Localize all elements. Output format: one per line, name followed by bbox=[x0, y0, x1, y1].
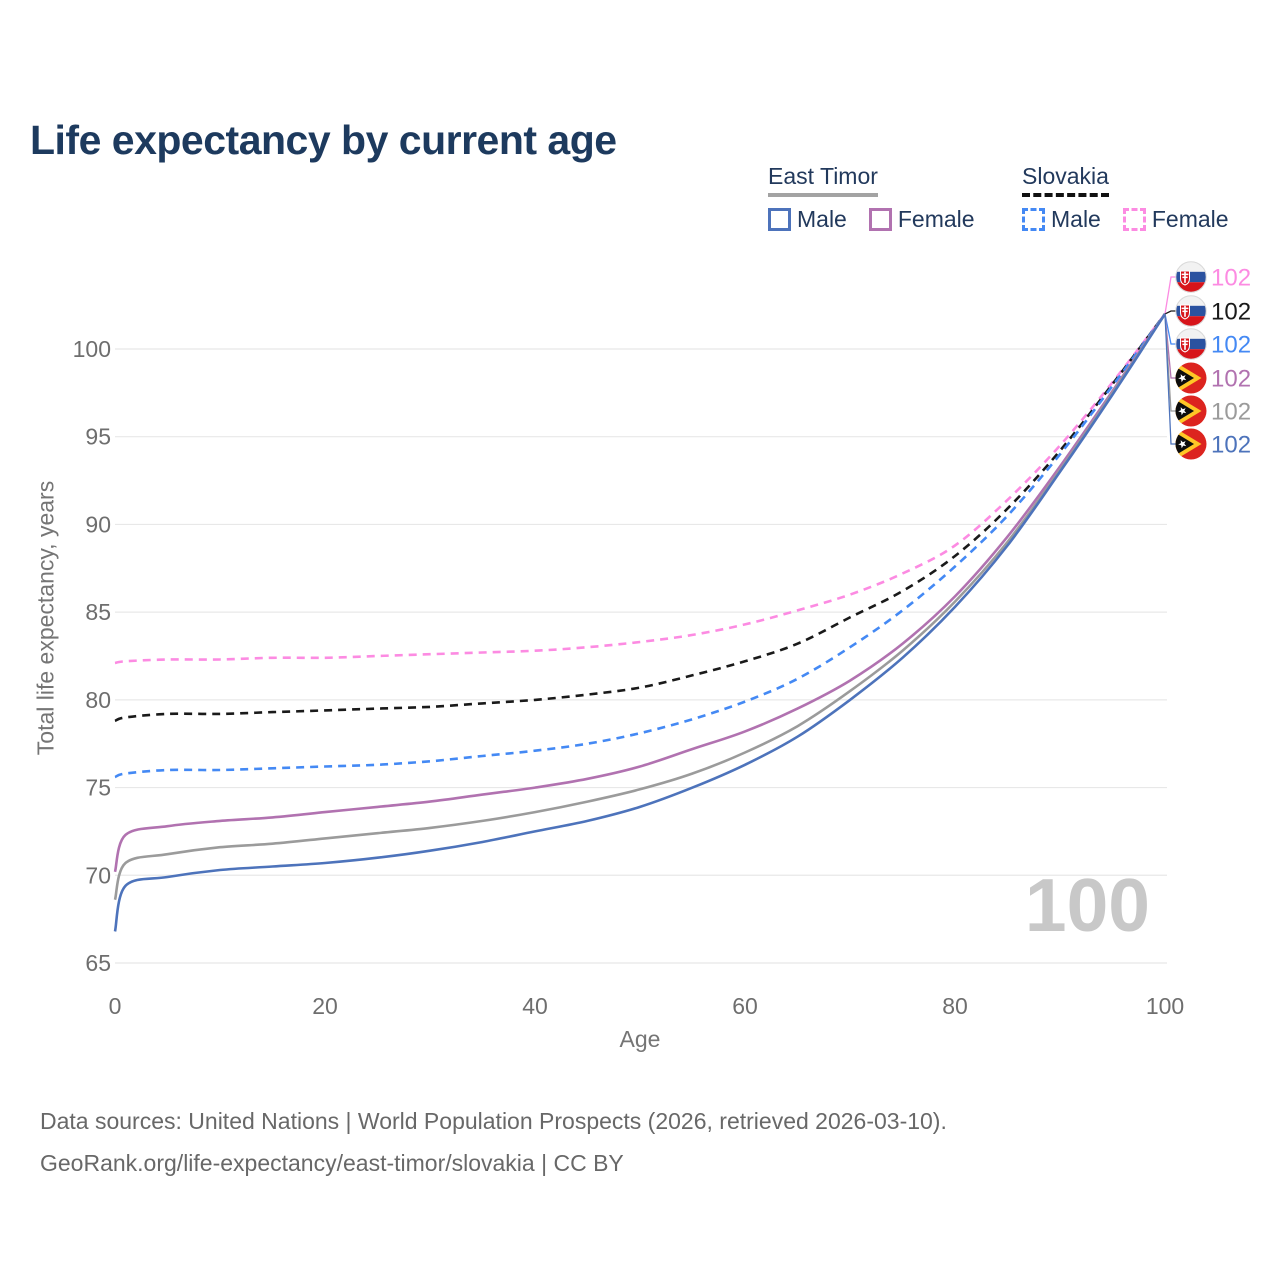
legend-swatch-east-timor-female[interactable] bbox=[868, 208, 892, 231]
series-line-east-timor-both-sexes[interactable] bbox=[113, 313, 1167, 901]
flag-icon-slovakia bbox=[1175, 261, 1207, 293]
attribution-link-text[interactable]: GeoRank.org/life-expectancy/east-timor/s… bbox=[40, 1150, 624, 1176]
series-line-slovakia-both-sexes[interactable] bbox=[114, 313, 1167, 723]
legend-swatch-slovakia-male[interactable] bbox=[1022, 208, 1045, 231]
y-tick-label: 80 bbox=[85, 687, 111, 713]
y-tick-label: 100 bbox=[73, 336, 111, 362]
legend-label-slovakia-male[interactable]: Male bbox=[1051, 206, 1101, 232]
legend-label-slovakia-female[interactable]: Female bbox=[1151, 206, 1229, 232]
x-tick-label: 60 bbox=[732, 993, 758, 1019]
end-label-east-timor-female: 102 bbox=[1211, 366, 1251, 393]
y-tick-label: 85 bbox=[85, 599, 111, 625]
data-sources-text: Data sources: United Nations | World Pop… bbox=[40, 1108, 947, 1134]
series-line-slovakia-female[interactable] bbox=[114, 313, 1167, 665]
legend-label-east-timor-male[interactable]: Male bbox=[797, 206, 847, 232]
x-tick-label: 100 bbox=[1146, 993, 1184, 1019]
y-tick-label: 95 bbox=[85, 424, 111, 450]
legend-swatch-slovakia-female[interactable] bbox=[1122, 208, 1146, 231]
legend-group-east-timor: East Timor Male Female bbox=[768, 163, 997, 233]
y-tick-label: 90 bbox=[85, 511, 111, 537]
series-line-slovakia-male[interactable] bbox=[114, 313, 1167, 779]
flag-icon-east-timor bbox=[1175, 395, 1207, 427]
legend-swatch-east-timor-male[interactable] bbox=[768, 208, 791, 231]
end-label-east-timor-male: 102 bbox=[1211, 432, 1251, 459]
flag-icon-east-timor bbox=[1175, 362, 1207, 394]
y-tick-label: 65 bbox=[85, 950, 111, 976]
flag-icon-slovakia bbox=[1175, 295, 1207, 327]
x-axis-title: Age bbox=[619, 1026, 661, 1052]
series-line-east-timor-female[interactable] bbox=[113, 313, 1167, 873]
series-line-east-timor-male[interactable] bbox=[113, 313, 1167, 932]
y-tick-label: 75 bbox=[85, 775, 111, 801]
legend-country-slovakia: Slovakia bbox=[1022, 163, 1109, 197]
age-counter-watermark: 100 bbox=[1024, 863, 1150, 947]
y-tick-label: 70 bbox=[85, 862, 111, 888]
page-title: Life expectancy by current age bbox=[30, 117, 617, 164]
flag-icon-east-timor bbox=[1175, 428, 1207, 460]
legend-group-slovakia: Slovakia Male Female bbox=[1022, 163, 1251, 233]
end-label-east-timor-both-sexes: 102 bbox=[1211, 399, 1251, 426]
legend-country-east-timor: East Timor bbox=[768, 163, 878, 197]
x-tick-label: 0 bbox=[109, 993, 122, 1019]
end-label-slovakia-female: 102 bbox=[1211, 265, 1251, 292]
x-tick-label: 40 bbox=[522, 993, 548, 1019]
end-label-slovakia-male: 102 bbox=[1211, 332, 1251, 359]
flag-icon-slovakia bbox=[1175, 328, 1207, 360]
legend-label-east-timor-female[interactable]: Female bbox=[897, 206, 975, 232]
x-tick-label: 20 bbox=[312, 993, 338, 1019]
x-tick-label: 80 bbox=[942, 993, 968, 1019]
y-axis-title: Total life expectancy, years bbox=[32, 480, 59, 756]
end-label-slovakia-both-sexes: 102 bbox=[1211, 299, 1251, 326]
